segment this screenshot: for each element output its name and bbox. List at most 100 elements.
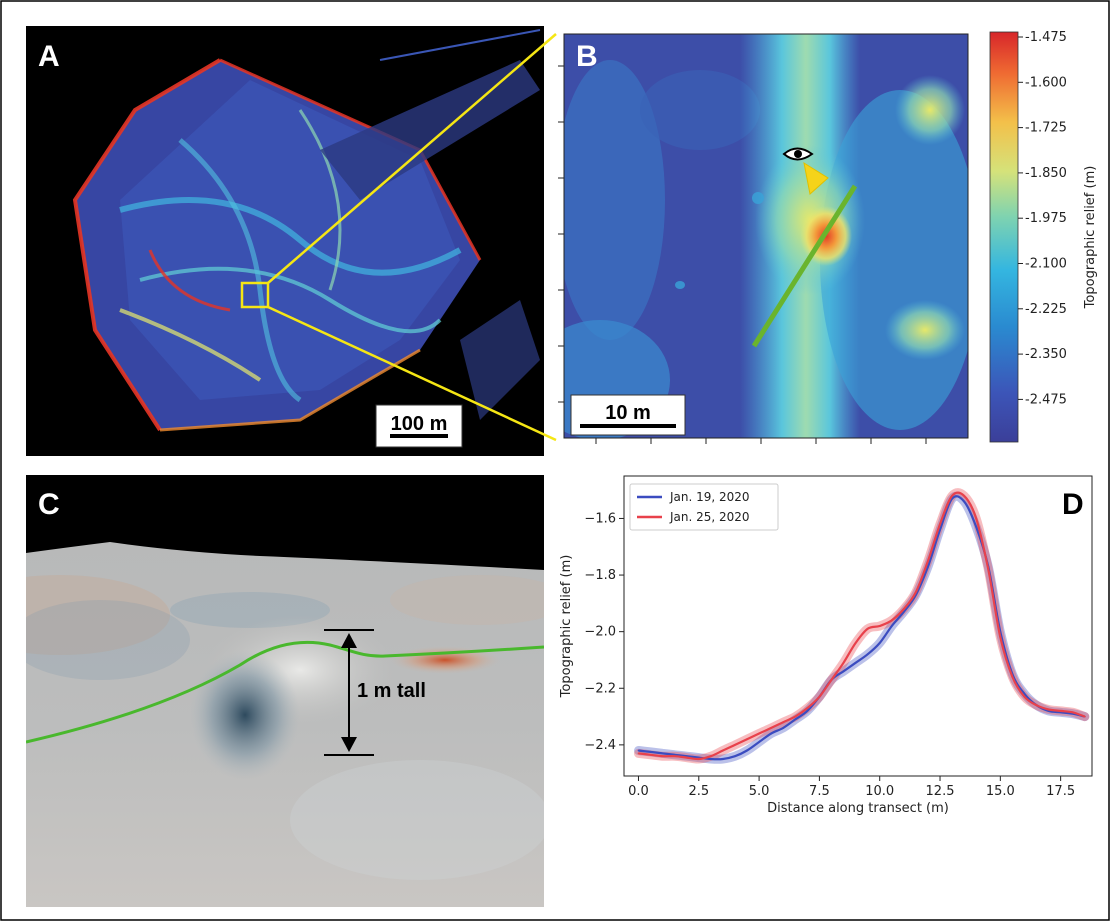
data-point-jan19 — [1023, 693, 1026, 695]
panel-a-scale-bar-box — [375, 404, 463, 448]
data-point-jan19 — [637, 749, 640, 752]
data-point-jan19 — [878, 642, 881, 644]
data-point-jan25 — [758, 732, 760, 735]
height-label: 1 m tall — [357, 680, 426, 702]
data-point-jan19 — [890, 625, 893, 627]
data-point-jan19 — [794, 718, 797, 721]
colorbar-tick-label: -2.100 — [1025, 257, 1067, 272]
colorbar-tick-label: -1.850 — [1025, 166, 1067, 181]
data-point-jan25 — [794, 715, 797, 718]
data-point-jan25 — [1023, 695, 1026, 698]
colorbar-tick-label: -2.350 — [1025, 347, 1067, 362]
chart-ylabel: Topographic relief (m) — [559, 555, 574, 699]
chart-x-tick-label: 10.0 — [865, 784, 894, 799]
data-point-jan25 — [770, 727, 773, 729]
colorbar-tick-label: -1.725 — [1025, 121, 1067, 136]
chart-xlabel: Distance along transect (m) — [767, 801, 949, 816]
panel-d: 0.0 2.5 5.0 7.5 10.0 12.5 15.0 17.5 −2.4−2.2−2.… — [559, 475, 1093, 816]
data-point-jan25 — [806, 707, 809, 709]
panel-c-label: C — [38, 488, 60, 521]
data-point-jan19 — [782, 727, 785, 729]
legend-label-jan25: Jan. 25, 2020 — [669, 510, 750, 524]
chart-x-tick-label: 7.5 — [809, 784, 830, 799]
chart-x-tick-label: 0.0 — [628, 784, 649, 799]
data-point-jan25 — [902, 608, 905, 610]
data-point-jan19 — [722, 758, 724, 760]
data-point-jan25 — [866, 627, 869, 630]
data-point-jan25 — [999, 636, 1002, 639]
panel-a: 100 m A — [26, 26, 544, 456]
panel-c-transect-line — [26, 640, 544, 744]
data-point-jan19 — [927, 565, 929, 568]
chart-x-tick-label: 12.5 — [926, 784, 955, 799]
data-point-jan19 — [770, 732, 773, 735]
chart-x-tick-label: 15.0 — [986, 784, 1015, 799]
chart-x-tick-label: 2.5 — [688, 784, 709, 799]
data-point-jan25 — [1047, 708, 1050, 711]
callout-line-bottom — [267, 305, 557, 442]
data-point-jan25 — [722, 749, 724, 752]
data-point-jan25 — [963, 494, 965, 497]
data-point-jan25 — [1035, 704, 1038, 707]
data-point-jan19 — [709, 758, 712, 760]
view-direction-arrow-icon — [803, 161, 829, 195]
chart-series-lines — [637, 491, 1086, 761]
data-point-jan25 — [673, 755, 676, 758]
data-point-jan19 — [649, 751, 652, 753]
chart-x-ticks: 0.0 2.5 5.0 7.5 10.0 12.5 15.0 17.5 — [628, 776, 1075, 799]
data-point-jan25 — [1059, 710, 1062, 712]
data-point-jan19 — [746, 749, 748, 752]
panel-a-zoom-box — [240, 281, 270, 309]
panel-c: 1 m tall C — [26, 475, 544, 907]
chart-y-tick-label: −2.4 — [584, 738, 616, 753]
data-point-jan25 — [782, 721, 785, 724]
panel-b-ticks — [558, 65, 927, 444]
panel-b: 10 m B — [564, 34, 968, 438]
data-point-jan25 — [661, 755, 664, 758]
data-point-jan25 — [1083, 715, 1086, 718]
chart-y-tick-label: −1.6 — [584, 511, 616, 526]
chart-x-tick-label: 17.5 — [1046, 784, 1075, 799]
colorbar-tick-label: -1.475 — [1025, 30, 1067, 45]
colorbar-tick-label: -1.975 — [1025, 211, 1067, 226]
data-point-jan25 — [951, 494, 953, 497]
panel-b-frame — [563, 33, 969, 439]
data-point-jan19 — [975, 526, 978, 528]
chart-y-tick-label: −1.8 — [584, 568, 616, 583]
data-point-jan19 — [734, 755, 736, 758]
data-point-jan25 — [649, 753, 652, 756]
data-point-jan19 — [963, 500, 965, 503]
data-point-jan19 — [806, 710, 809, 712]
panel-b-scale-bar-box — [570, 394, 686, 436]
legend-label-jan19: Jan. 19, 2020 — [669, 490, 750, 504]
data-point-jan25 — [890, 619, 893, 622]
data-point-jan25 — [1011, 676, 1014, 678]
data-point-jan19 — [854, 661, 857, 664]
panel-b-scale-bar-label: 10 m — [605, 402, 651, 424]
chart-y-ticks: −2.4 −2.2 −2.0 −1.8 −1.6 — [584, 511, 624, 753]
panel-a-label: A — [38, 40, 60, 73]
panel-b-label: B — [576, 40, 598, 73]
chart-y-tick-label: −2.0 — [584, 625, 616, 640]
colorbar-tick-label: -2.475 — [1025, 392, 1067, 407]
data-point-jan25 — [939, 523, 941, 525]
data-point-jan25 — [746, 738, 748, 741]
data-point-jan25 — [878, 625, 881, 627]
data-point-jan19 — [866, 653, 869, 656]
series-line-jan25 — [638, 491, 1086, 761]
height-marker — [324, 629, 374, 756]
panel-d-label: D — [1062, 488, 1084, 521]
panel-b-scale-bar — [580, 424, 676, 428]
data-point-jan25 — [709, 755, 712, 758]
data-point-jan25 — [854, 642, 857, 644]
eye-icon — [782, 147, 814, 161]
data-point-jan25 — [685, 756, 688, 759]
data-point-jan19 — [902, 610, 905, 613]
data-point-jan25 — [915, 591, 917, 593]
data-point-jan25 — [987, 568, 990, 571]
data-point-jan25 — [734, 744, 736, 746]
panel-b-relief-map — [564, 34, 968, 438]
data-point-jan25 — [1071, 711, 1074, 714]
